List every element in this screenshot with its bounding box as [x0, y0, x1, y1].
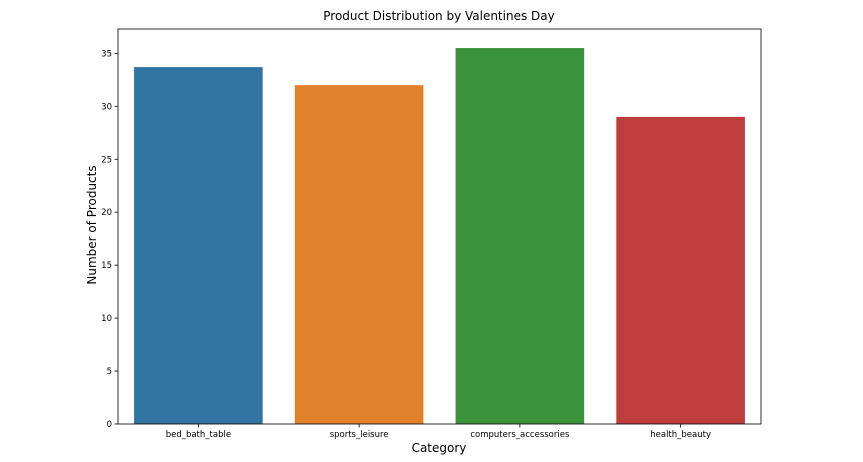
y-tick-label: 10 — [101, 314, 112, 324]
bar-sports-leisure — [294, 85, 424, 424]
x-tick-label: health_beauty — [650, 430, 711, 440]
y-tick-label: 35 — [101, 49, 112, 59]
x-tick-label: computers_accessories — [470, 430, 570, 440]
y-tick-label: 30 — [101, 102, 112, 112]
x-axis-label: Category — [412, 441, 467, 455]
y-axis-label: Number of Products — [85, 165, 99, 284]
x-ticks-group: bed_bath_table sports_leisure computers_ac… — [166, 424, 711, 440]
chart-title: Product Distribution by Valentines Day — [323, 9, 554, 23]
bar-bed-bath-table — [134, 67, 263, 424]
bar-computers-accessories — [455, 48, 585, 425]
x-tick-label: sports_leisure — [330, 430, 389, 440]
y-ticks-group: 0 5 10 15 20 25 30 35 — [101, 49, 118, 430]
y-tick-label: 5 — [107, 367, 112, 377]
y-tick-label: 20 — [101, 208, 112, 218]
plot-frame — [117, 28, 762, 425]
bars-group — [134, 48, 745, 425]
y-tick-label: 0 — [107, 420, 112, 430]
x-tick-label: bed_bath_table — [166, 430, 231, 440]
y-tick-label: 25 — [101, 155, 112, 165]
y-tick-label: 15 — [101, 261, 112, 271]
bar-health-beauty — [616, 116, 745, 424]
